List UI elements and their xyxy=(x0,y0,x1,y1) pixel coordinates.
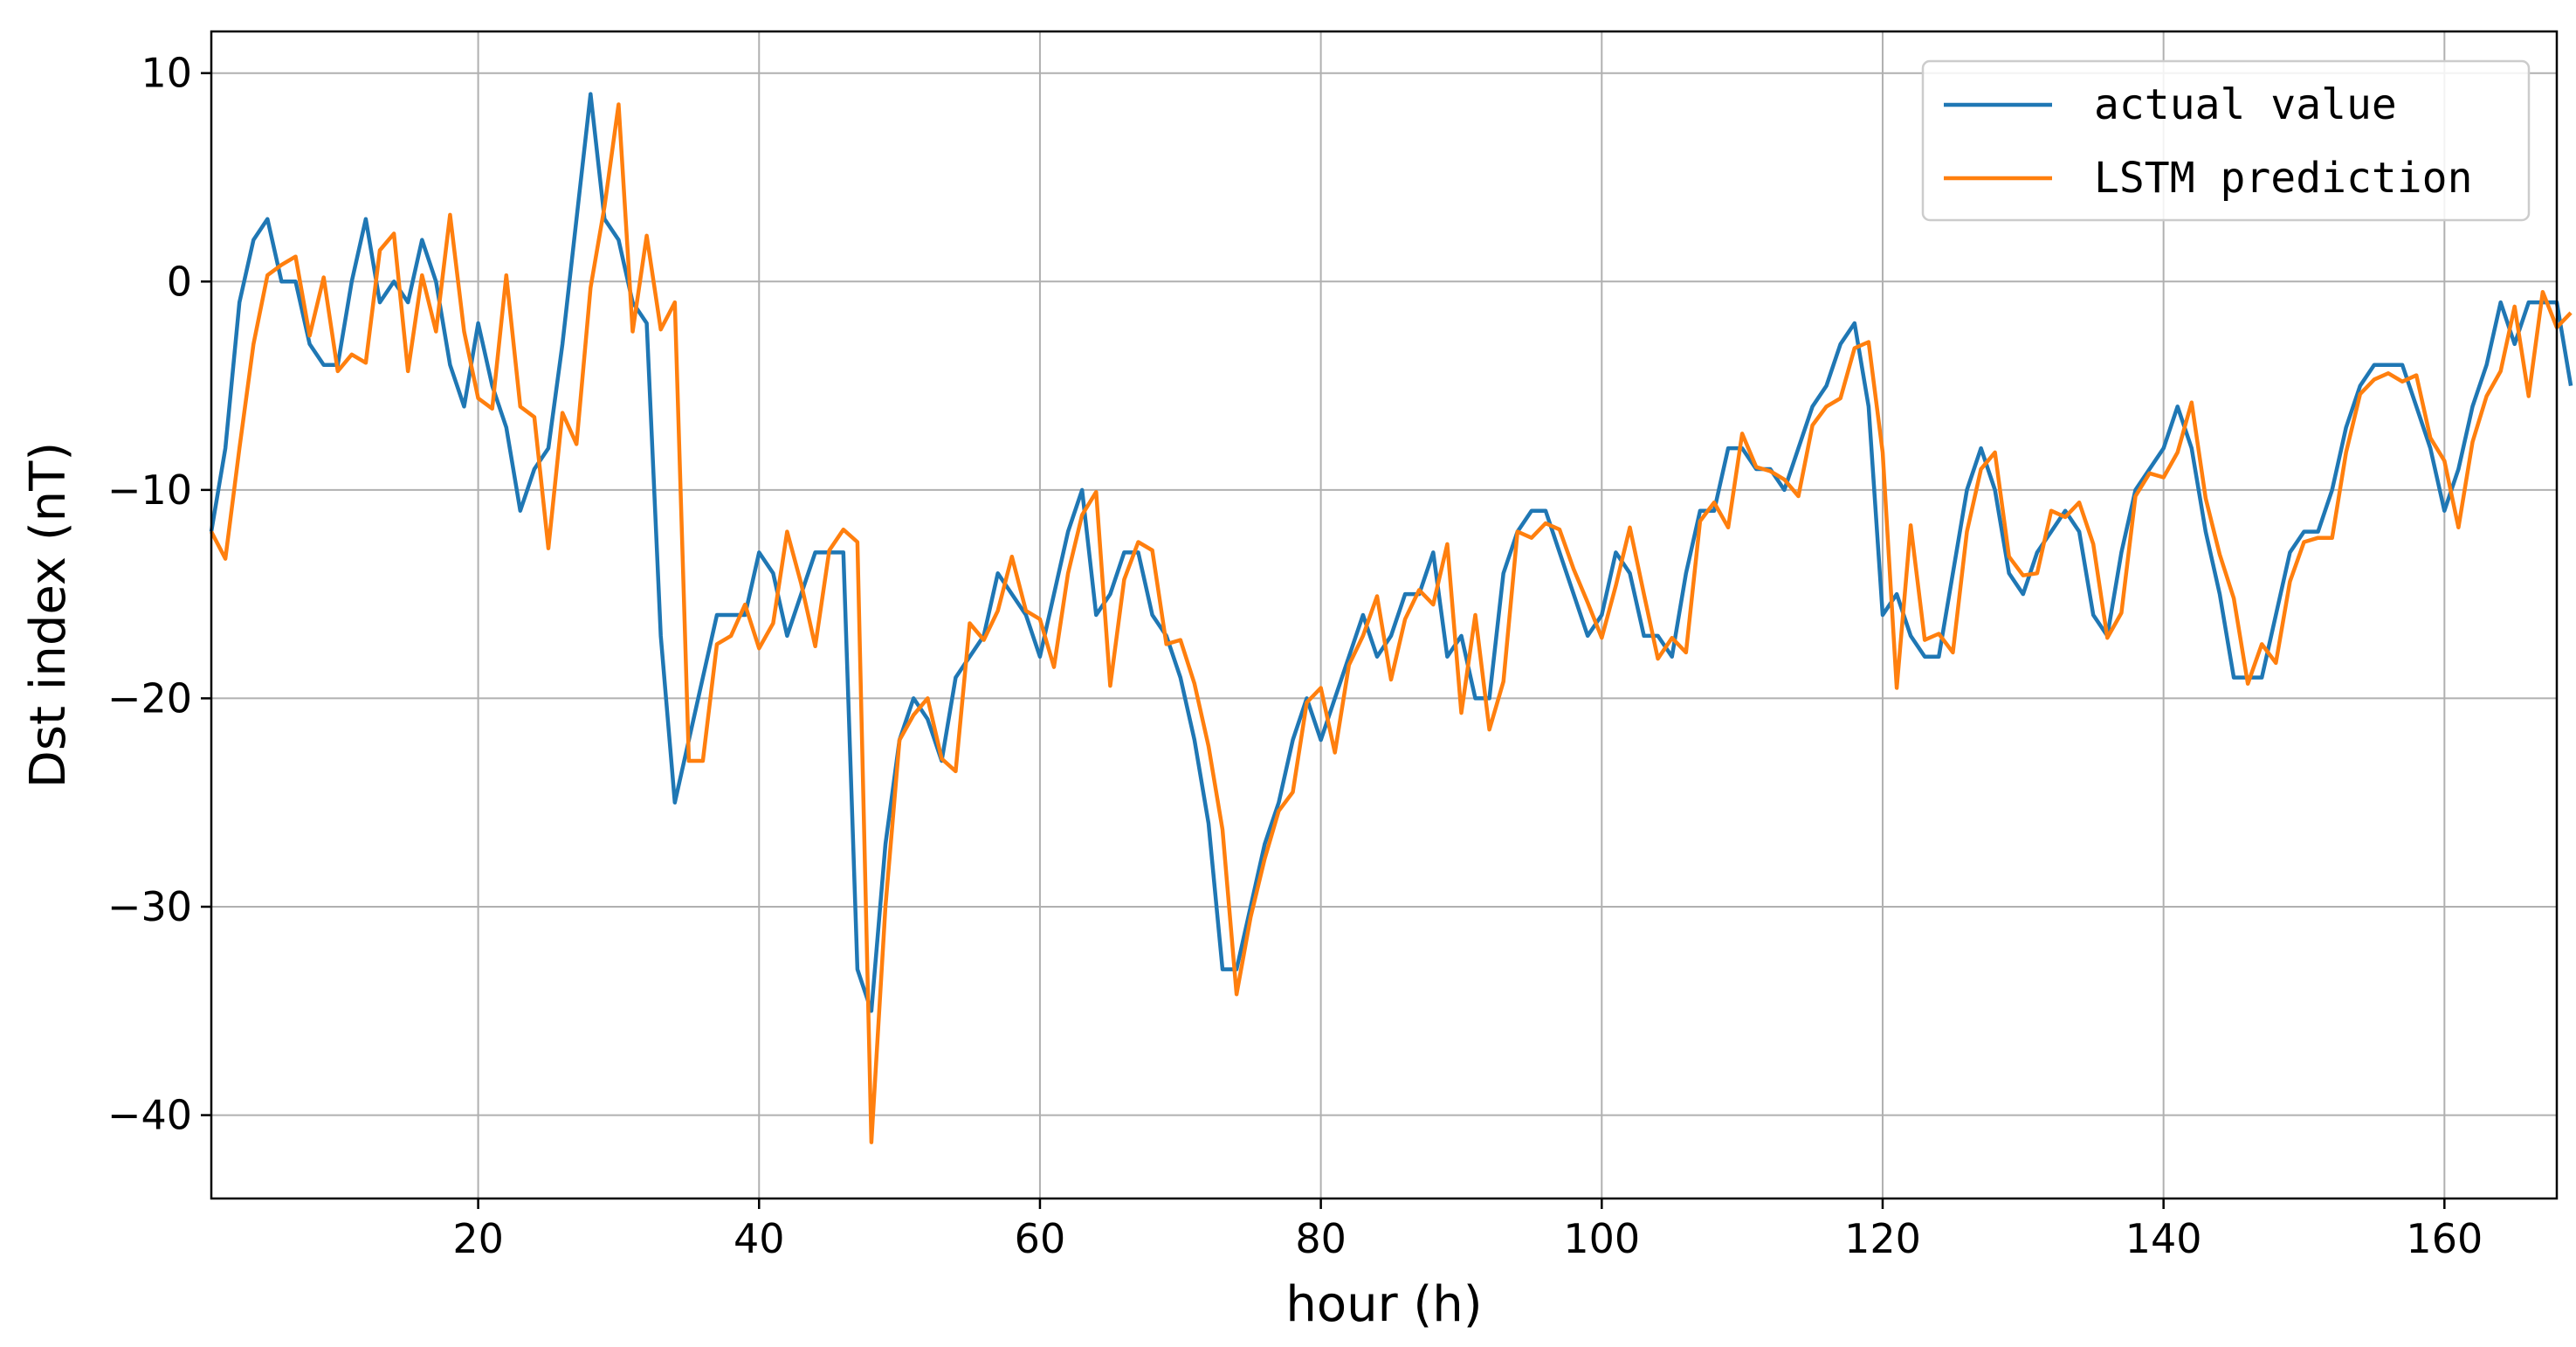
x-tick-label: 40 xyxy=(734,1215,785,1262)
x-tick-label: 160 xyxy=(2406,1215,2483,1262)
x-tick-label: 100 xyxy=(1563,1215,1640,1262)
y-tick-label: 0 xyxy=(167,258,192,305)
y-tick-label: 10 xyxy=(141,50,192,97)
grid-lines xyxy=(211,31,2557,1198)
x-tick-label: 60 xyxy=(1015,1215,1066,1262)
legend: actual value LSTM prediction xyxy=(1921,59,2531,222)
series-lines xyxy=(209,92,2573,1144)
x-tick-label: 120 xyxy=(1844,1215,1921,1262)
y-axis-label: Dst index (nT) xyxy=(20,442,77,788)
lstm-prediction-line xyxy=(210,102,2573,1144)
y-tick-label: −30 xyxy=(107,883,192,930)
legend-label: LSTM prediction xyxy=(2094,154,2472,203)
actual-value-line xyxy=(209,92,2573,1013)
plot-frame xyxy=(210,30,2559,1200)
y-tick-label: −10 xyxy=(107,466,192,514)
y-tick-label: −20 xyxy=(107,674,192,722)
legend-label: actual value xyxy=(2094,80,2397,129)
x-tick-label: 80 xyxy=(1295,1215,1347,1262)
y-tick-label: −40 xyxy=(107,1092,192,1139)
x-tick-label: 20 xyxy=(452,1215,504,1262)
x-axis-label: hour (h) xyxy=(1285,1276,1482,1333)
legend-box xyxy=(1921,59,2531,222)
x-tick-label: 140 xyxy=(2125,1215,2202,1262)
